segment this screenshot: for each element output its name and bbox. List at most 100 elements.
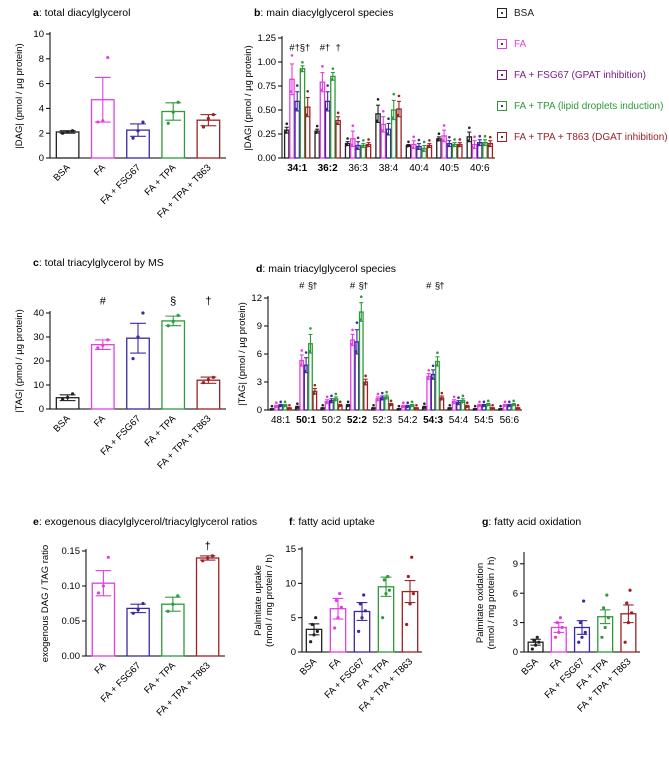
panel-c: 0 10 20 30 40 |TAG| (pmol / µg protein) BSA FA F… (14, 296, 226, 472)
panel-title-text-d: : main triacylglycerol species (262, 263, 396, 275)
data-point (625, 601, 629, 605)
data-point (171, 319, 175, 323)
data-point (397, 94, 401, 98)
bar-d-50-1-fa (299, 359, 305, 411)
data-point (381, 391, 384, 395)
x-tick-label-c-fa-tpa: FA + TPA (143, 413, 179, 449)
panel-letter-b: b (254, 7, 260, 19)
data-point (296, 402, 299, 405)
data-point (416, 147, 420, 151)
data-point (106, 55, 110, 60)
x-tick-label-a-bsa: BSA (51, 162, 73, 184)
data-point (303, 369, 307, 373)
data-point (555, 621, 559, 625)
data-point (359, 318, 362, 321)
significance-mark: # (320, 42, 326, 53)
data-point (336, 616, 340, 620)
bar-d-54-3-fa-tpa (435, 360, 440, 411)
data-point (386, 132, 389, 136)
data-point (61, 131, 65, 135)
data-point (201, 559, 205, 563)
panel-title-f: f: fatty acid uptake (289, 516, 375, 528)
y-axis-label-f: Palmitate uptake (253, 565, 264, 636)
data-point (406, 574, 410, 579)
data-point (131, 136, 135, 140)
data-point (321, 403, 325, 407)
legend-label-fa-tpa-t863: FA + TPA + T863 (DGAT inhibition) (514, 131, 668, 143)
data-point (308, 349, 311, 353)
x-tick-label-d-54-4: 54:4 (449, 415, 469, 426)
data-point (386, 574, 390, 579)
bar-b-36-2-fa (319, 81, 326, 159)
data-point (481, 404, 485, 408)
data-point (314, 131, 318, 134)
legend-label-fa-tpa: FA + TPA (lipid droplets induction) (514, 100, 664, 112)
data-point (325, 107, 328, 111)
panel-b: 0.00 0.25 0.50 0.75 1.00 1.25 |DAG| (pmol / µg… (243, 33, 495, 174)
data-point (201, 381, 206, 385)
y-tick-label-c: 40 (33, 308, 44, 319)
data-point (304, 351, 308, 354)
data-point (364, 374, 367, 378)
y-axis-label-d: |TAG| (pmol / µg protein) (237, 302, 248, 406)
y-tick-label-d: 6 (257, 349, 262, 360)
significance-mark: † (205, 541, 211, 553)
significance-mark: † (363, 281, 368, 292)
data-point (300, 69, 303, 73)
data-point (346, 400, 350, 404)
data-point (411, 592, 415, 596)
data-point (578, 621, 582, 625)
panel-title-text-g: : fatty acid oxidation (488, 516, 581, 528)
data-point (171, 602, 175, 606)
y-tick-label-b: 0.50 (258, 105, 277, 116)
y-tick-label-d: 12 (251, 293, 262, 304)
significance-mark: # (426, 281, 432, 292)
x-tick-label-c-bsa: BSA (51, 413, 73, 435)
bar-d-50-1-fa-tpa (308, 343, 313, 411)
x-tick-label-d-54-5: 54:5 (474, 415, 494, 426)
data-point (583, 630, 587, 635)
significance-mark: § (435, 281, 440, 292)
legend-item-fa-tpa-t863: FA + TPA + T863 (DGAT inhibition) (497, 130, 668, 144)
data-point (422, 140, 426, 144)
data-point (422, 406, 425, 410)
data-point (101, 119, 105, 123)
y-axis-label-f: (nmol / mg protein / h) (264, 554, 275, 647)
data-point (472, 408, 476, 411)
y-tick-label-c: 10 (33, 380, 44, 391)
data-point (279, 400, 283, 404)
data-point (290, 54, 294, 57)
data-point (326, 84, 329, 87)
significance-mark: § (308, 281, 313, 292)
x-tick-label-a-fa: FA (92, 162, 108, 178)
data-point (486, 399, 490, 403)
legend-item-bsa: BSA (497, 6, 534, 20)
data-point (456, 402, 459, 406)
data-point (478, 400, 481, 404)
data-point (101, 343, 105, 347)
data-point (606, 616, 611, 620)
y-tick-label-b: 1.00 (258, 57, 277, 68)
x-tick-label-d-50-2: 50:2 (322, 415, 342, 426)
x-tick-label-b-40-5: 40:5 (440, 163, 460, 174)
data-point (372, 403, 375, 407)
data-point (295, 84, 299, 87)
bar-b-36-2-fa-tpa-t863 (335, 119, 341, 159)
data-point (461, 394, 465, 398)
data-point (384, 592, 388, 596)
data-point (557, 630, 561, 635)
data-point (498, 408, 501, 411)
y-tick-label-e: 0.10 (62, 581, 81, 592)
data-point (512, 399, 515, 403)
data-point (329, 400, 332, 404)
data-point (453, 138, 456, 141)
data-point (441, 139, 445, 142)
y-tick-label-c: 30 (33, 332, 44, 343)
data-point (465, 405, 468, 409)
data-point (141, 311, 145, 315)
data-point (605, 593, 609, 597)
data-point (299, 363, 303, 367)
data-point (430, 376, 434, 380)
bar-d-52-2-fa (350, 339, 355, 411)
x-tick-label-f-fa: FA (327, 656, 343, 672)
